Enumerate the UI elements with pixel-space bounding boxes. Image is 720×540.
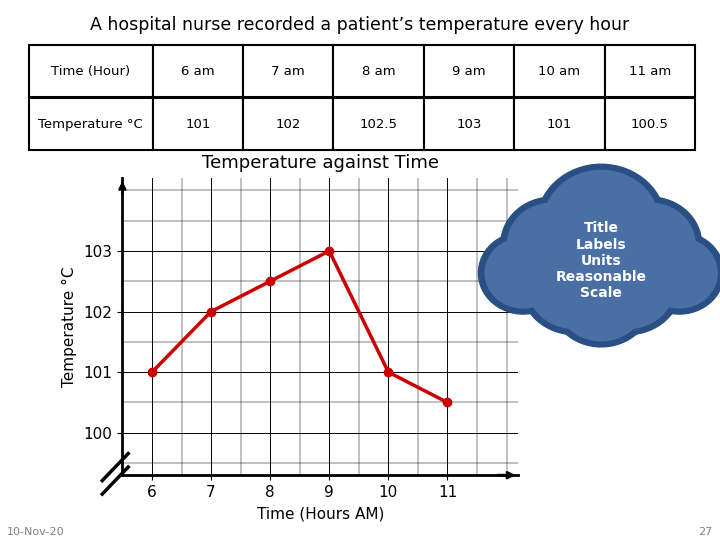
Bar [424, 45, 514, 97]
Circle shape [550, 253, 652, 347]
Circle shape [501, 197, 603, 292]
Text: 7 am: 7 am [271, 65, 305, 78]
Bar [243, 45, 333, 97]
Text: 11 am: 11 am [629, 65, 671, 78]
Text: 102.5: 102.5 [360, 118, 397, 131]
Text: 101: 101 [546, 118, 572, 131]
Bar [333, 98, 424, 150]
Bar [514, 45, 605, 97]
Title: Temperature against Time: Temperature against Time [202, 154, 439, 172]
Circle shape [479, 232, 568, 314]
Text: 9 am: 9 am [452, 65, 486, 78]
Text: Title
Labels
Units
Reasonable
Scale: Title Labels Units Reasonable Scale [556, 221, 647, 300]
Circle shape [575, 236, 682, 335]
Bar [29, 98, 153, 150]
Bar [153, 45, 243, 97]
Bar [424, 98, 514, 150]
Circle shape [642, 238, 717, 308]
Circle shape [536, 164, 666, 284]
Bar [605, 98, 695, 150]
Circle shape [599, 197, 701, 292]
Bar [514, 98, 605, 150]
Bar [605, 45, 695, 97]
Text: Time (Hour): Time (Hour) [51, 65, 130, 78]
Circle shape [557, 259, 646, 341]
Text: 10-Nov-20: 10-Nov-20 [7, 527, 65, 537]
Y-axis label: Temperature °C: Temperature °C [62, 266, 77, 387]
Bar [29, 45, 153, 97]
Circle shape [543, 171, 660, 277]
Circle shape [521, 236, 628, 335]
Text: 101: 101 [185, 118, 210, 131]
Circle shape [581, 242, 675, 328]
Text: 103: 103 [456, 118, 482, 131]
Text: 10 am: 10 am [539, 65, 580, 78]
Bar [243, 98, 333, 150]
Text: 6 am: 6 am [181, 65, 215, 78]
Text: 27: 27 [698, 527, 713, 537]
Text: 102: 102 [276, 118, 301, 131]
Text: 8 am: 8 am [362, 65, 395, 78]
Circle shape [485, 238, 561, 308]
Circle shape [606, 203, 695, 285]
X-axis label: Time (Hours AM): Time (Hours AM) [257, 507, 384, 522]
Text: 100.5: 100.5 [631, 118, 669, 131]
Bar [333, 45, 424, 97]
Text: A hospital nurse recorded a patient’s temperature every hour: A hospital nurse recorded a patient’s te… [91, 16, 629, 34]
Circle shape [528, 242, 621, 328]
Text: Temperature °C: Temperature °C [38, 118, 143, 131]
Bar [153, 98, 243, 150]
Circle shape [508, 203, 597, 285]
Circle shape [635, 232, 720, 314]
